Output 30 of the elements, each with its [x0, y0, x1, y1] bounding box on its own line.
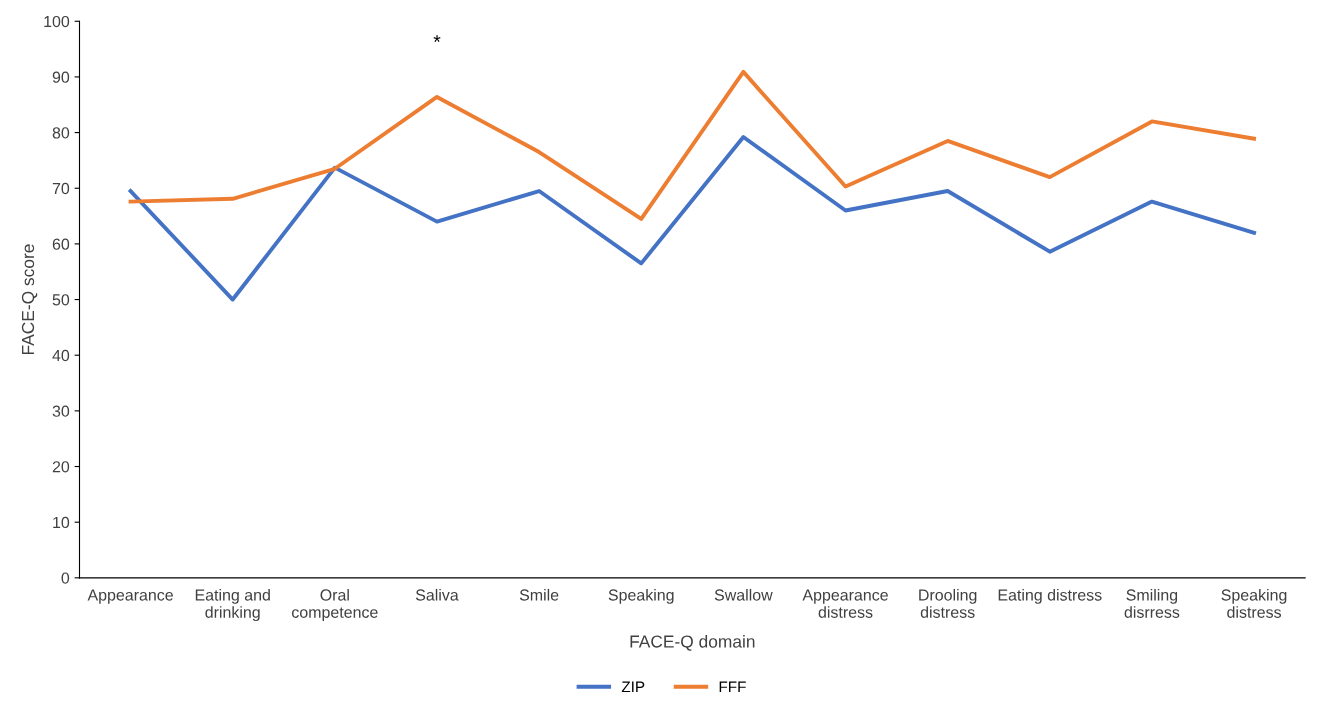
legend-label: ZIP [621, 681, 645, 693]
annotation: * [433, 35, 441, 43]
y-tick-label: 70 [52, 182, 70, 195]
x-axis-title: FACE-Q domain [630, 634, 755, 651]
x-tick-label: Eating distress [998, 588, 1102, 604]
x-tick-label: Eating and drinking [195, 588, 270, 622]
x-tick-label: Saliva [415, 588, 459, 601]
x-tick-label: Appearance distress [802, 589, 888, 618]
y-tick-label: 40 [52, 349, 70, 362]
y-tick-label: 80 [52, 127, 70, 139]
x-tick-label: Swallow [714, 588, 773, 601]
line-series [128, 135, 1257, 302]
y-tick-label: 0 [61, 572, 70, 584]
y-tick-label: 100 [44, 15, 70, 28]
y-tick-label: 20 [52, 461, 70, 473]
x-tick-label: Smiling disrress [1124, 588, 1180, 618]
x-tick-label: Drooling distress [919, 588, 977, 618]
y-tick-label: 10 [53, 516, 70, 529]
x-tick-label: Oral competence [292, 588, 378, 622]
y-axis-title: FACE-Q score [21, 244, 38, 355]
x-tick-label: Speaking [608, 588, 674, 604]
line-series [128, 69, 1257, 221]
y-tick-label: 50 [52, 294, 70, 306]
y-tick-label: 60 [52, 238, 70, 250]
y-tick-label: 30 [52, 405, 70, 417]
x-tick-label: Smile [519, 588, 559, 601]
x-tick-label: Appearance [87, 589, 173, 604]
y-tick-label: 90 [52, 71, 70, 83]
x-tick-label: Speaking distress [1221, 588, 1287, 618]
legend-label: FFF [719, 681, 746, 693]
